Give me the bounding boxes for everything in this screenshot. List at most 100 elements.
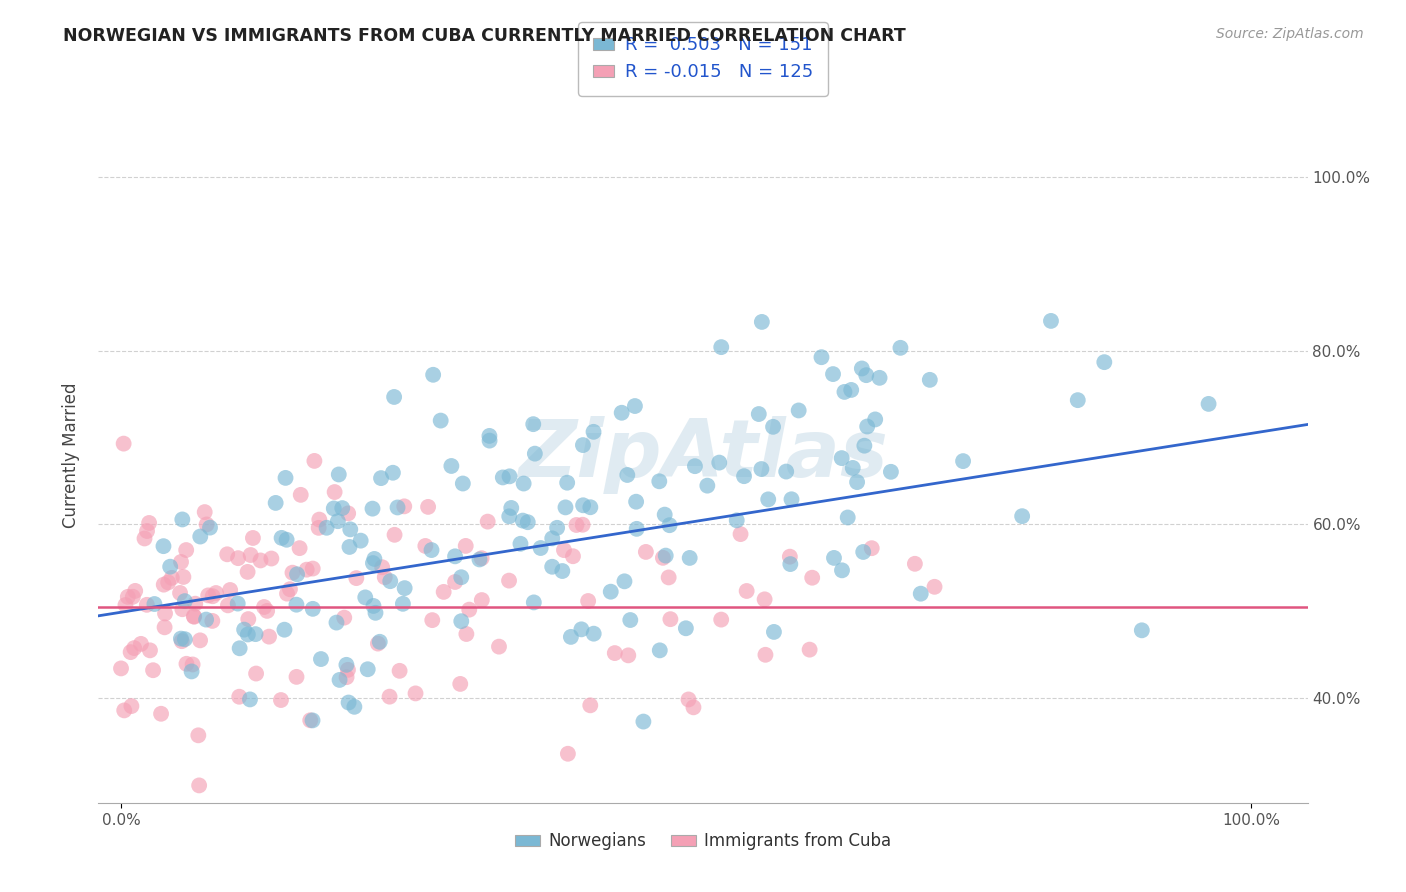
Point <box>471 593 494 607</box>
Point <box>579 500 602 515</box>
Point <box>371 560 394 574</box>
Point <box>380 574 402 589</box>
Point <box>295 563 318 577</box>
Point <box>420 613 443 627</box>
Point <box>654 508 676 522</box>
Point <box>754 592 776 607</box>
Point <box>572 498 595 512</box>
Point <box>904 557 927 571</box>
Point <box>392 597 415 611</box>
Point <box>842 461 865 475</box>
Point <box>831 451 853 466</box>
Point <box>1130 624 1153 638</box>
Point <box>710 340 733 354</box>
Point <box>654 549 676 563</box>
Y-axis label: Currently Married: Currently Married <box>62 382 80 528</box>
Point <box>124 583 146 598</box>
Point <box>394 500 416 514</box>
Point <box>751 315 773 329</box>
Point <box>205 586 228 600</box>
Point <box>143 597 166 611</box>
Point <box>257 630 280 644</box>
Point <box>616 467 638 482</box>
Point <box>880 465 903 479</box>
Point <box>551 564 574 578</box>
Point <box>787 403 810 417</box>
Point <box>855 368 877 383</box>
Point <box>142 663 165 677</box>
Point <box>363 552 385 566</box>
Point <box>299 713 322 727</box>
Point <box>617 648 640 663</box>
Point <box>169 586 191 600</box>
Point <box>172 602 194 616</box>
Text: NORWEGIAN VS IMMIGRANTS FROM CUBA CURRENTLY MARRIED CORRELATION CHART: NORWEGIAN VS IMMIGRANTS FROM CUBA CURREN… <box>63 27 905 45</box>
Point <box>562 549 585 564</box>
Point <box>780 492 803 507</box>
Point <box>323 485 346 500</box>
Point <box>633 714 655 729</box>
Point <box>572 438 595 452</box>
Point <box>779 557 801 571</box>
Point <box>264 496 287 510</box>
Point <box>658 518 681 533</box>
Point <box>233 623 256 637</box>
Point <box>195 517 218 532</box>
Point <box>471 551 494 566</box>
Point <box>648 475 671 489</box>
Point <box>285 598 308 612</box>
Point <box>301 561 323 575</box>
Point <box>170 555 193 569</box>
Point <box>172 512 194 526</box>
Point <box>869 371 891 385</box>
Point <box>198 520 221 534</box>
Point <box>863 412 886 426</box>
Point <box>184 597 207 611</box>
Point <box>329 673 352 687</box>
Point <box>273 623 295 637</box>
Point <box>374 570 396 584</box>
Point <box>330 501 353 516</box>
Point <box>160 571 183 585</box>
Point <box>242 531 264 545</box>
Point <box>364 606 387 620</box>
Point <box>512 514 534 528</box>
Point <box>553 543 575 558</box>
Point <box>236 565 259 579</box>
Point <box>170 634 193 648</box>
Point <box>571 623 593 637</box>
Point <box>530 541 553 555</box>
Point <box>326 514 349 528</box>
Point <box>579 698 602 713</box>
Point <box>910 587 932 601</box>
Point <box>270 531 292 545</box>
Point <box>285 670 308 684</box>
Point <box>270 693 292 707</box>
Point <box>370 471 392 485</box>
Point <box>170 632 193 646</box>
Point <box>821 367 844 381</box>
Point <box>546 521 568 535</box>
Point <box>336 663 359 677</box>
Point <box>416 500 439 514</box>
Point <box>315 521 337 535</box>
Point <box>810 350 832 364</box>
Point <box>136 524 159 538</box>
Point <box>846 475 869 489</box>
Point <box>523 447 546 461</box>
Point <box>176 657 198 671</box>
Point <box>477 515 499 529</box>
Point <box>450 614 472 628</box>
Point <box>799 642 821 657</box>
Point <box>603 646 626 660</box>
Point <box>337 696 360 710</box>
Point <box>201 589 224 603</box>
Point <box>1198 397 1220 411</box>
Point <box>217 599 239 613</box>
Point <box>648 643 671 657</box>
Point <box>571 517 593 532</box>
Point <box>120 645 142 659</box>
Point <box>735 584 758 599</box>
Point <box>368 634 391 648</box>
Point <box>384 528 406 542</box>
